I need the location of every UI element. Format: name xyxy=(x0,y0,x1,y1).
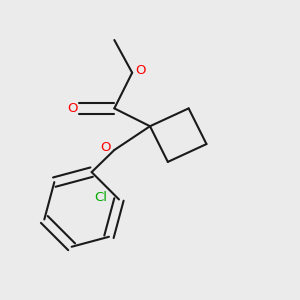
Text: O: O xyxy=(135,64,146,77)
Text: O: O xyxy=(100,141,111,154)
Text: O: O xyxy=(67,102,77,115)
Text: Cl: Cl xyxy=(94,191,107,205)
